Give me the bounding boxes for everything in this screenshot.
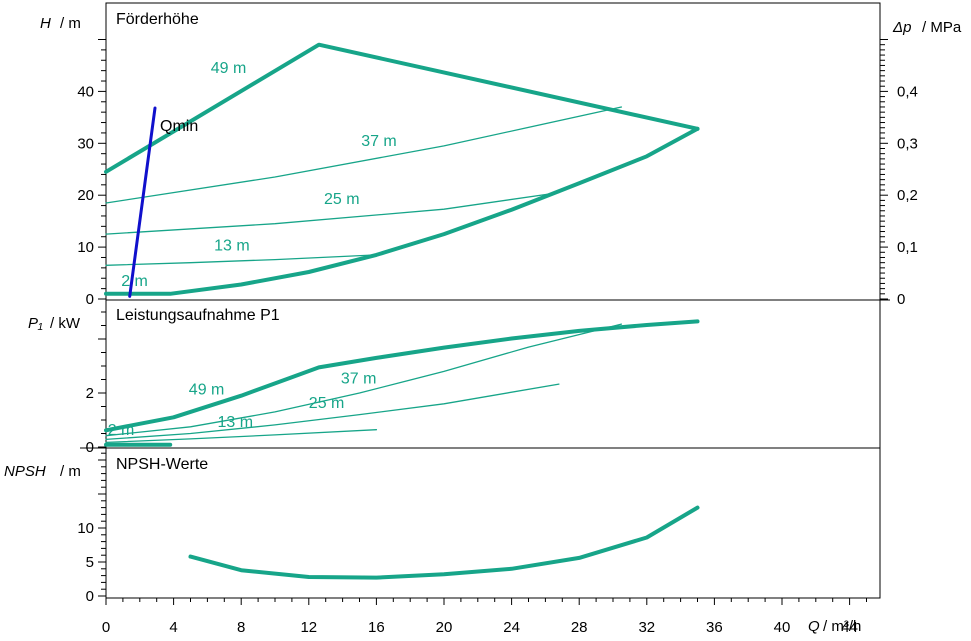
q-axis-unit: / m³/h	[823, 618, 861, 635]
dp-axis-var: Δp	[892, 19, 911, 36]
chart-frame	[80, 2, 890, 599]
dp-axis-unit: / MPa	[922, 19, 962, 36]
dp-y-tick-label: 0,4	[897, 83, 918, 100]
qmin-label: Qmin	[160, 118, 198, 135]
head-curve-label: 49 m	[211, 60, 247, 77]
dp-y-tick-label: 0,3	[897, 135, 918, 152]
x-tick-label: 4	[169, 619, 177, 636]
x-tick-label: 32	[638, 619, 655, 636]
head-y-tick-label: 10	[77, 239, 94, 256]
power-curve-37-m	[105, 323, 623, 437]
head-curve-13-m	[105, 254, 378, 266]
x-tick-label: 12	[300, 619, 317, 636]
panel-title-power: Leistungsaufnahme P1	[116, 307, 280, 324]
npsh-axis-var: NPSH	[4, 463, 46, 480]
dp-y-tick-label: 0,2	[897, 187, 918, 204]
h-axis-unit: / m	[60, 15, 81, 32]
head-curve-label: 13 m	[214, 238, 250, 255]
npsh-y-tick-label: 0	[86, 588, 94, 605]
npsh-y-tick-label: 5	[86, 554, 94, 571]
x-tick-label: 44	[841, 619, 858, 636]
npsh-axis-unit: / m	[60, 463, 81, 480]
head-curve-label: 2 m	[121, 273, 148, 290]
power-curve-13-m	[105, 429, 378, 444]
power-y-tick-label: 2	[86, 385, 94, 402]
power-curve-label: 2 m	[108, 422, 135, 439]
head-curve-min	[104, 126, 700, 296]
x-tick-label: 16	[368, 619, 385, 636]
x-tick-label: 36	[706, 619, 723, 636]
dp-y-tick-label: 0,1	[897, 239, 918, 256]
head-y-tick-label: 20	[77, 187, 94, 204]
curves: 49 m 37 m 25 m 13 m 2 m 49 m 37 m 25 m 13 m 2 m	[104, 42, 700, 580]
npsh-y-tick-label: 10	[77, 520, 94, 537]
head-y-tick-label: 40	[77, 83, 94, 100]
q-axis-var: Q	[808, 618, 820, 635]
head-curve-max	[104, 42, 700, 174]
x-tick-label: 40	[774, 619, 791, 636]
x-tick-label: 28	[571, 619, 588, 636]
head-curve-25-m	[105, 191, 560, 235]
power-curve-label: 13 m	[218, 414, 254, 431]
x-tick-label: 0	[102, 619, 110, 636]
dp-y-tick-label: 0	[897, 291, 905, 308]
head-curve-label: 37 m	[361, 133, 397, 150]
p-axis-var: P₁	[28, 315, 43, 332]
panel-title-npsh: NPSH-Werte	[116, 456, 208, 473]
panel-title-head: Förderhöhe	[116, 11, 199, 28]
head-curve-qmin	[128, 106, 157, 298]
head-y-tick-label: 0	[86, 291, 94, 308]
power-y-tick-label: 0	[86, 439, 94, 456]
power-curve-label: 37 m	[341, 371, 377, 388]
h-axis-var: H	[40, 15, 51, 32]
head-curve-37-m	[105, 106, 623, 204]
x-tick-label: 24	[503, 619, 520, 636]
x-tick-label: 20	[436, 619, 453, 636]
head-curve-label: 25 m	[324, 191, 360, 208]
power-curve-label: 49 m	[189, 381, 225, 398]
power-curve-25-m	[105, 383, 560, 441]
power-curve-label: 25 m	[309, 395, 345, 412]
power-curve-49-m	[104, 319, 700, 433]
x-tick-label: 8	[237, 619, 245, 636]
axis-ticks: 0 4 8 12 16 20 24 28 32 36 40 4401020304000,10,20,3…	[77, 39, 918, 636]
npsh-curve-npsh	[188, 505, 700, 580]
p-axis-unit: / kW	[50, 315, 81, 332]
head-y-tick-label: 30	[77, 135, 94, 152]
